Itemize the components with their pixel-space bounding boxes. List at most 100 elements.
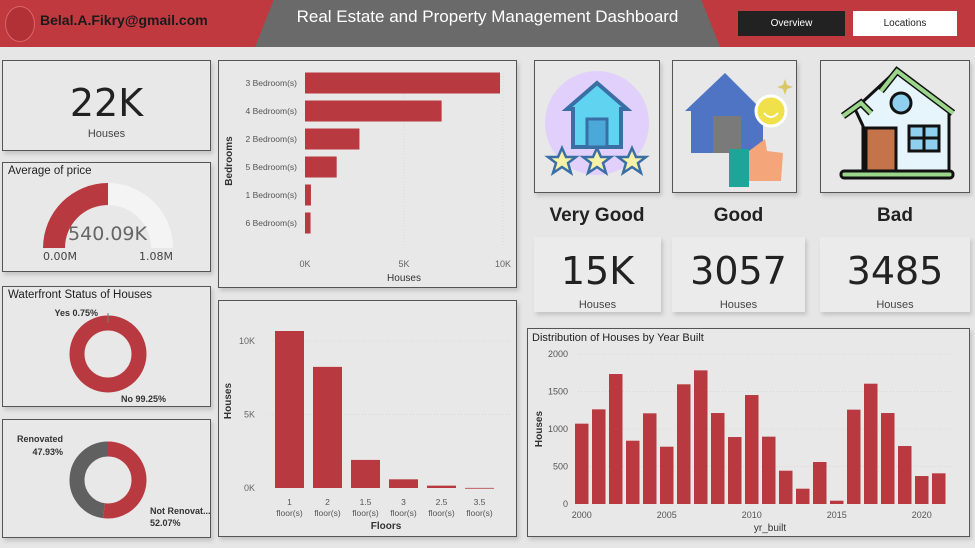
label-renovated: Renovated [17,434,63,444]
bar [427,485,456,488]
pct-not-renovated: 52.07% [150,518,181,528]
x-tick-label: floor(s) [428,508,455,518]
gauge-value: 540.09K [68,223,147,245]
pct-renovated: 47.93% [32,447,63,457]
gauge-min: 0.00M [43,250,77,263]
donut-slice-renovated [69,441,109,519]
houses-kpi-label: Houses [87,128,126,140]
bar-2007 [694,370,708,504]
bar-2016 [847,409,861,504]
very-good-count: 15K [560,249,635,293]
y-tick-label: 0 [563,499,568,509]
bar-2017 [864,383,878,504]
bar-2011 [762,436,776,504]
bar [275,331,304,488]
bar [465,487,494,489]
good-count: 3057 [690,249,787,293]
donut-slice-no [69,315,147,393]
house-thumbs-up-icon [685,73,793,187]
good-icon-card [672,60,797,193]
gauge-max: 1.08M [139,250,173,263]
x-axis-title: Floors [371,521,402,532]
bar-2012 [779,470,793,504]
bar-2019 [898,446,912,504]
good-kpi-card: 3057 Houses [672,237,805,312]
bar-2003 [626,440,640,504]
y-axis-title: Houses [534,411,545,448]
gauge-fill [43,183,109,248]
good-unit: Houses [719,299,758,311]
bad-icon-card [820,60,970,193]
y-tick-label: 500 [553,462,568,472]
overview-button[interactable]: Overview [738,11,845,36]
y-tick-label: 6 Bedroom(s) [246,218,298,228]
renovation-donut: Renovated 47.93% Not Renovat... 52.07% [17,434,211,528]
waterfront-title: Waterfront Status of Houses [8,289,153,301]
x-tick-label: 10K [495,259,511,269]
bar-2010 [745,395,759,504]
bar-2005 [660,446,674,504]
bar-4 Bedroom(s) [305,100,442,122]
bar-2006 [677,384,691,504]
x-tick-label: 2020 [912,510,932,520]
author-email: Belal.A.Fikry@gmail.com [40,12,208,28]
label-yes: Yes 0.75% [54,308,98,318]
y-tick-label: 10K [239,336,255,346]
x-tick-label: 2010 [742,510,762,520]
x-tick-label: floor(s) [466,508,493,518]
x-tick-label: floor(s) [314,508,341,518]
bar-2015 [830,500,844,504]
x-tick-label: 2015 [827,510,847,520]
x-tick-label: floor(s) [352,508,379,518]
bar-2008 [711,413,725,504]
floors-bar-chart: 0K5K10K1floor(s)2floor(s)1.5floor(s)3flo… [223,331,511,532]
y-tick-label: 1 Bedroom(s) [246,190,298,200]
bar-2018 [881,413,895,504]
condition-label-bad: Bad [877,205,913,226]
y-tick-label: 4 Bedroom(s) [246,106,298,116]
very-good-kpi-card: 15K Houses [534,237,661,312]
bar-1 Bedroom(s) [305,184,311,206]
bar [313,366,342,488]
bedrooms-bar-chart: 0K 5K 10K 3 Bedroom(s) 4 Bedroom(s) 2 Bedroom… [224,72,511,284]
chart-title: Distribution of Houses by Year Built [532,332,704,344]
label-no: No 99.25% [121,394,166,404]
bar [351,459,380,488]
y-tick-label: 0K [244,483,255,493]
x-tick-label: 3.5 [474,497,486,507]
bar-3 Bedroom(s) [305,72,501,94]
y-axis-title: Bedrooms [224,136,235,186]
y-tick-label: 1500 [548,387,568,397]
bedrooms-chart-card: 0K 5K 10K 3 Bedroom(s) 4 Bedroom(s) 2 Bedroom… [218,60,517,288]
waterfront-donut: Yes 0.75% No 99.25% [54,308,166,404]
gauge-title: Average of price [8,165,92,177]
bar-2002 [609,374,623,504]
x-axis-title: Houses [387,273,421,284]
bar-6 Bedroom(s) [305,212,311,234]
floors-chart-card: 0K 5K 10K 1 floor(s) 2 floor(s) 1.5 floor(s) 3 flo… [218,300,517,537]
bar-2013 [796,488,810,504]
condition-label-good: Good [713,205,764,226]
renovation-card: Renovated 47.93% Not Renovat... 52.07% [2,419,211,538]
price-gauge-card: Average of price 540.09K 0.00M 1.08M [2,162,211,272]
title-banner [255,0,720,47]
very-good-icon-card [534,60,660,193]
bar-2000 [575,423,589,504]
bar-2001 [592,409,606,504]
x-tick-label: 2 [325,497,330,507]
locations-button[interactable]: Locations [853,11,957,36]
y-tick-label: 3 Bedroom(s) [246,78,298,88]
bar-2004 [643,413,657,504]
x-tick-label: 0K [299,259,310,269]
x-tick-label: 1.5 [360,497,372,507]
y-tick-label: 1000 [548,424,568,434]
houses-kpi-card: 22K Houses [2,60,211,151]
bar-2020 [915,476,929,504]
waterfront-card: Waterfront Status of Houses Yes 0.75% No… [2,286,211,407]
y-tick-label: 5 Bedroom(s) [246,162,298,172]
broken-house-icon [839,66,956,180]
x-tick-label: 1 [287,497,292,507]
x-tick-label: 5K [398,259,409,269]
houses-kpi-value: 22K [69,81,144,125]
y-axis-title: Houses [223,383,234,420]
